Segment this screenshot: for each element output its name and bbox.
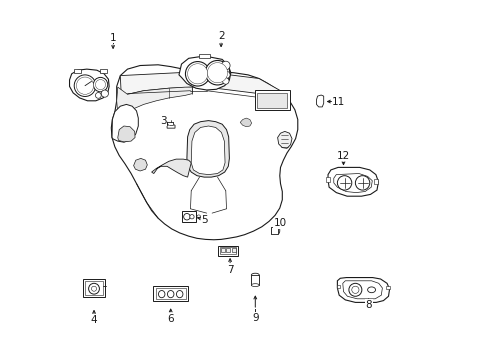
Circle shape [348, 283, 361, 296]
Circle shape [88, 283, 99, 294]
Bar [373, 179, 377, 184]
Text: 11: 11 [331, 96, 345, 107]
Bar [225, 248, 230, 252]
Bar [83, 279, 104, 297]
Polygon shape [111, 65, 297, 240]
Circle shape [355, 176, 369, 190]
Circle shape [223, 71, 230, 78]
Polygon shape [337, 278, 389, 302]
Circle shape [351, 286, 358, 293]
Polygon shape [118, 126, 135, 142]
Text: 10: 10 [273, 218, 286, 228]
Text: 4: 4 [90, 315, 97, 325]
Text: 8: 8 [365, 300, 371, 310]
Bar [101, 69, 107, 73]
Bar [218, 246, 238, 256]
Text: 7: 7 [226, 265, 233, 275]
Ellipse shape [251, 284, 259, 287]
Polygon shape [112, 104, 138, 142]
Circle shape [197, 215, 200, 219]
Polygon shape [179, 57, 230, 90]
Bar [85, 281, 103, 295]
Circle shape [207, 63, 227, 83]
Polygon shape [120, 72, 284, 104]
Polygon shape [333, 174, 371, 193]
Bar [155, 288, 185, 299]
Circle shape [91, 286, 96, 291]
Bar [257, 93, 286, 108]
Polygon shape [133, 158, 147, 171]
Bar [231, 248, 235, 252]
Bar [270, 227, 277, 234]
Circle shape [183, 213, 190, 220]
Circle shape [93, 77, 107, 92]
Polygon shape [327, 167, 378, 196]
Circle shape [101, 90, 108, 97]
Polygon shape [342, 281, 382, 299]
Circle shape [222, 78, 228, 84]
Circle shape [205, 60, 229, 85]
Polygon shape [277, 131, 291, 148]
Bar [153, 286, 187, 301]
Text: 6: 6 [167, 314, 174, 324]
Text: 9: 9 [251, 312, 258, 323]
Bar [199, 54, 209, 58]
Polygon shape [186, 121, 229, 177]
Text: 2: 2 [217, 31, 224, 41]
Circle shape [337, 176, 351, 190]
Bar [251, 275, 259, 285]
Ellipse shape [251, 273, 259, 277]
Circle shape [221, 61, 230, 70]
Text: 1: 1 [110, 33, 116, 43]
Polygon shape [167, 122, 175, 128]
Circle shape [74, 75, 96, 96]
Polygon shape [191, 126, 224, 175]
Bar [221, 248, 225, 252]
Bar [74, 69, 81, 73]
Circle shape [76, 77, 94, 94]
Ellipse shape [367, 287, 375, 293]
Circle shape [95, 80, 105, 90]
Ellipse shape [276, 227, 279, 234]
Circle shape [189, 215, 194, 219]
Bar [336, 285, 340, 288]
Circle shape [185, 62, 209, 86]
Text: 3: 3 [160, 116, 166, 126]
Polygon shape [316, 95, 323, 107]
Text: 5: 5 [201, 215, 208, 225]
Bar [386, 286, 389, 289]
Circle shape [187, 64, 207, 84]
Bar [220, 247, 236, 254]
Polygon shape [117, 87, 192, 122]
Bar [325, 177, 329, 182]
Ellipse shape [158, 291, 164, 298]
Bar [254, 90, 289, 110]
Polygon shape [151, 159, 191, 177]
Polygon shape [69, 69, 109, 101]
Ellipse shape [167, 291, 174, 298]
Bar [182, 211, 195, 222]
Text: 12: 12 [336, 150, 349, 161]
Ellipse shape [176, 291, 183, 298]
Polygon shape [240, 118, 251, 127]
Circle shape [95, 93, 101, 98]
